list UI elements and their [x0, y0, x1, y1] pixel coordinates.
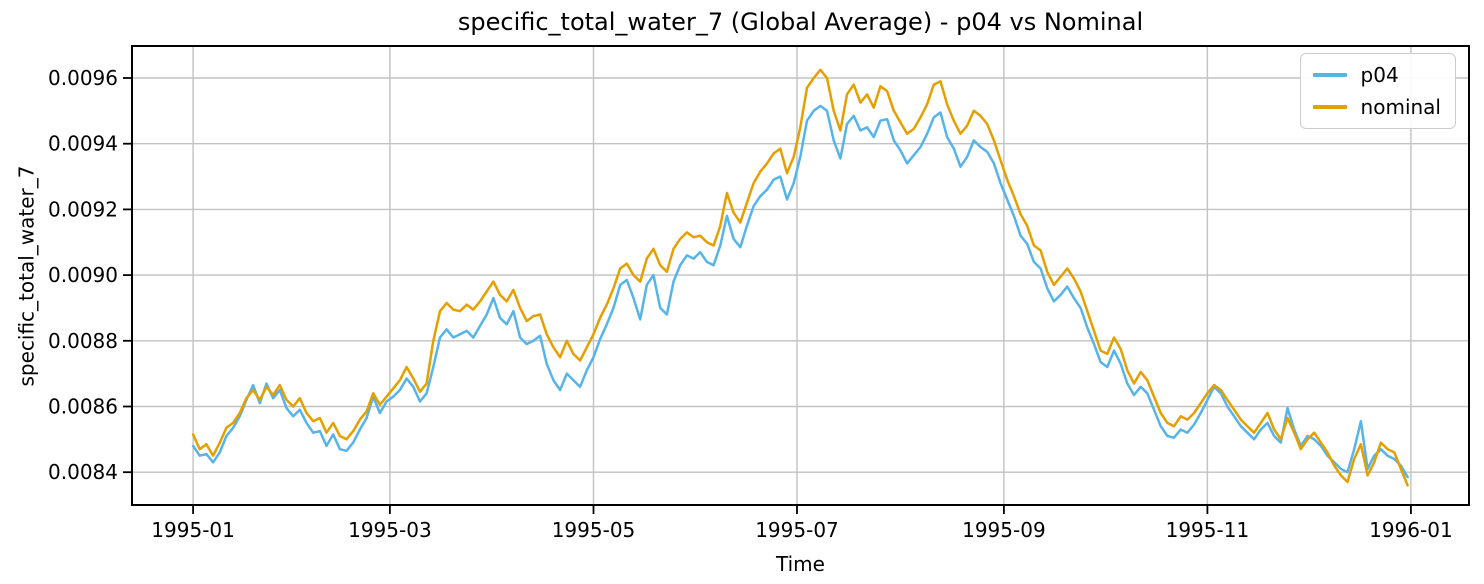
x-axis-label: Time	[776, 552, 825, 576]
x-tick-label: 1995-07	[755, 518, 839, 542]
chart-title: specific_total_water_7 (Global Average) …	[457, 8, 1144, 36]
legend-swatch-p04	[1312, 73, 1347, 77]
y-tick-label: 0.0094	[48, 132, 118, 156]
x-tick-label: 1995-09	[962, 518, 1046, 542]
y-tick-label: 0.0092	[48, 197, 118, 221]
legend: p04 nominal	[1299, 53, 1456, 129]
y-tick-label: 0.0086	[48, 395, 118, 419]
series-line-nominal	[191, 68, 1409, 487]
y-tick-label: 0.0090	[48, 263, 118, 287]
y-axis-label-box: specific_total_water_7	[4, 46, 48, 505]
x-tick-label: 1995-11	[1166, 518, 1250, 542]
x-tick-label: 1995-03	[348, 518, 432, 542]
x-tick-label: 1995-01	[151, 518, 235, 542]
legend-label-p04: p04	[1360, 63, 1399, 87]
legend-swatch-nominal	[1312, 105, 1347, 109]
legend-label-nominal: nominal	[1360, 95, 1441, 119]
x-tick-label: 1995-05	[552, 518, 636, 542]
x-tick-label: 1996-01	[1369, 518, 1453, 542]
y-tick-label: 0.0096	[48, 66, 118, 90]
legend-item-p04: p04	[1312, 63, 1441, 87]
y-tick-label: 0.0084	[48, 460, 118, 484]
y-axis-label: specific_total_water_7	[14, 164, 39, 387]
legend-item-nominal: nominal	[1312, 95, 1441, 119]
y-tick-label: 0.0088	[48, 329, 118, 353]
series-line-p04	[191, 104, 1409, 479]
